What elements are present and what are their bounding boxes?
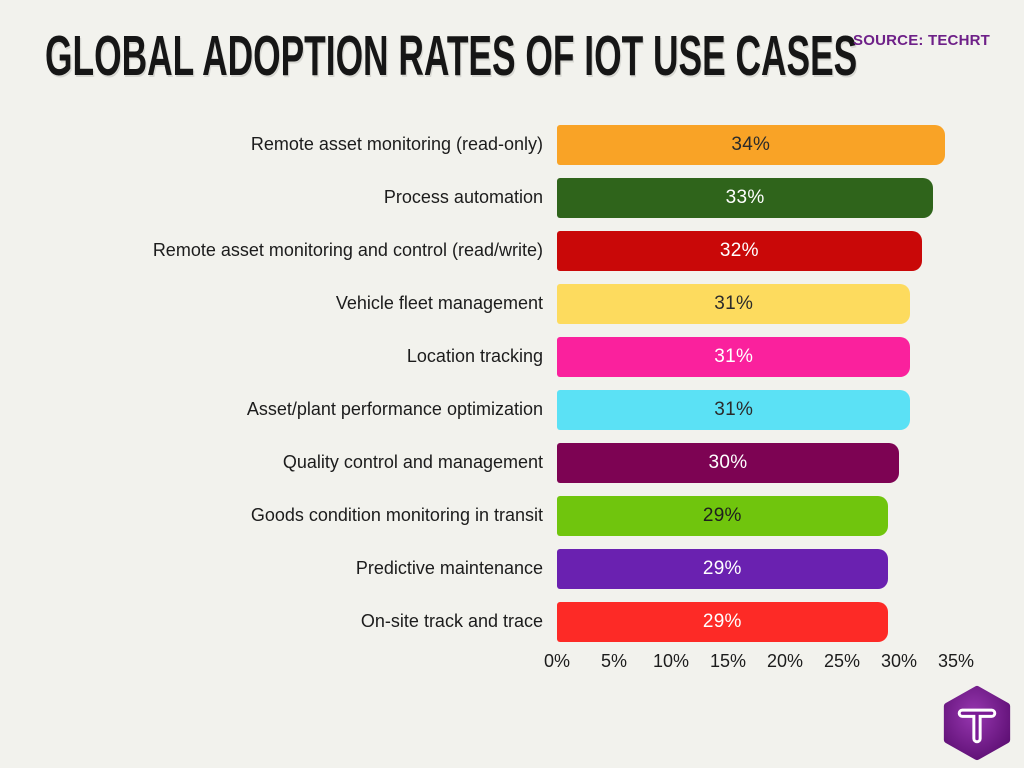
category-label: Location tracking [406, 346, 543, 367]
source-attribution: SOURCE: TECHRT [853, 32, 990, 49]
bar-row: Asset/plant performance optimization 31% [0, 383, 1024, 436]
x-axis-tick-label: 0% [543, 651, 571, 671]
x-axis-tick-label: 25% [823, 651, 861, 671]
bar-value-label: 31% [714, 398, 754, 420]
bar-track: 29% [557, 601, 956, 642]
bar-chart-rows: Remote asset monitoring (read-only) 34% … [0, 118, 1024, 648]
bar-track: 34% [557, 124, 956, 165]
bar-track: 31% [557, 336, 956, 377]
bar-row: Vehicle fleet management 31% [0, 277, 1024, 330]
page-title: GLOBAL ADOPTION RATES OF IOT USE CASES [45, 28, 1024, 85]
bar-value-label: 30% [708, 451, 748, 473]
x-axis-tick-label: 20% [766, 651, 804, 671]
bar: 32% [557, 230, 922, 271]
bar-track: 29% [557, 495, 956, 536]
techrt-hexagon-logo [938, 684, 1016, 762]
bar-row: Remote asset monitoring and control (rea… [0, 224, 1024, 277]
page-title-text: GLOBAL ADOPTION RATES OF IOT USE CASES [45, 24, 858, 88]
bar-value-label: 29% [702, 557, 742, 579]
bar-track: 33% [557, 177, 956, 218]
bar: 29% [557, 601, 888, 642]
x-axis: 0% 5% 10% 15% 20% 25% 30% 35% [544, 648, 974, 676]
bar-value-label: 29% [702, 610, 742, 632]
category-label: Goods condition monitoring in transit [250, 505, 543, 526]
bar-row: On-site track and trace 29% [0, 595, 1024, 648]
category-label: Vehicle fleet management [335, 293, 543, 314]
hexagon-logo-icon [943, 685, 1011, 761]
bar-track: 31% [557, 283, 956, 324]
bar-row: Location tracking 31% [0, 330, 1024, 383]
bar: 34% [557, 124, 945, 165]
bar-value-label: 31% [714, 292, 754, 314]
category-label: On-site track and trace [360, 611, 543, 632]
x-axis-tick-label: 30% [880, 651, 918, 671]
bar: 31% [557, 336, 911, 377]
bar-value-label: 34% [731, 133, 771, 155]
x-axis-tick-label: 35% [937, 651, 975, 671]
bar-row: Process automation 33% [0, 171, 1024, 224]
bar: 29% [557, 495, 888, 536]
category-label: Asset/plant performance optimization [246, 399, 543, 420]
bar: 33% [557, 177, 934, 218]
bar-track: 31% [557, 389, 956, 430]
bar-row: Remote asset monitoring (read-only) 34% [0, 118, 1024, 171]
bar-track: 29% [557, 548, 956, 589]
category-label: Remote asset monitoring (read-only) [250, 134, 543, 155]
bar-chart: Remote asset monitoring (read-only) 34% … [0, 118, 1024, 648]
bar-value-label: 31% [714, 345, 754, 367]
bar: 31% [557, 389, 911, 430]
bar-row: Predictive maintenance 29% [0, 542, 1024, 595]
bar-track: 30% [557, 442, 956, 483]
x-axis-tick-label: 5% [600, 651, 628, 671]
bar-row: Quality control and management 30% [0, 436, 1024, 489]
category-label: Predictive maintenance [355, 558, 543, 579]
bar: 31% [557, 283, 911, 324]
bar-value-label: 33% [725, 186, 765, 208]
bar: 30% [557, 442, 899, 483]
category-label: Remote asset monitoring and control (rea… [152, 240, 543, 261]
bar-value-label: 32% [719, 239, 759, 261]
bar-row: Goods condition monitoring in transit 29… [0, 489, 1024, 542]
bar-track: 32% [557, 230, 956, 271]
category-label: Process automation [383, 187, 543, 208]
category-label: Quality control and management [282, 452, 543, 473]
x-axis-tick-label: 15% [709, 651, 747, 671]
bar: 29% [557, 548, 888, 589]
bar-value-label: 29% [702, 504, 742, 526]
x-axis-tick-label: 10% [652, 651, 690, 671]
